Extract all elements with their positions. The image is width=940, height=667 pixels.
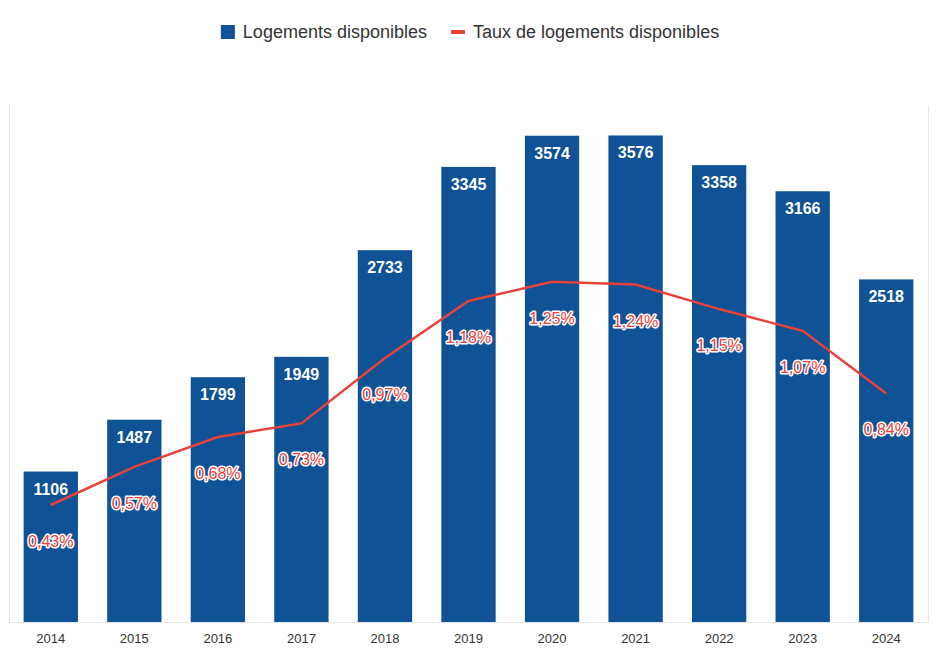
chart-svg: 2014 2015 2016 2017 2018 2019 2020 2021 2022 2023…	[0, 0, 940, 667]
x-tick: 2016	[203, 622, 232, 646]
rate-line	[51, 282, 886, 505]
bar-label: 3166	[785, 200, 821, 217]
legend-swatch	[451, 30, 465, 34]
legend-item: Logements disponibles	[221, 22, 427, 42]
x-tick: 2014	[36, 622, 65, 646]
bar	[441, 167, 495, 622]
chart-container: 2014 2015 2016 2017 2018 2019 2020 2021 2022 2023…	[0, 0, 940, 667]
legend-label: Taux de logements disponibles	[473, 22, 719, 42]
line-label: 0,97%	[362, 386, 407, 403]
bar-label: 1106	[33, 481, 68, 498]
line-label: 1,25%	[529, 310, 574, 327]
bar	[859, 279, 913, 622]
x-tick-label: 2018	[370, 631, 399, 646]
x-tick: 2019	[454, 622, 483, 646]
x-tick: 2018	[370, 622, 399, 646]
x-axis: 2014 2015 2016 2017 2018 2019 2020 2021 2022 2023…	[10, 622, 929, 646]
line-label: 0,84%	[864, 421, 909, 438]
legend-item: Taux de logements disponibles	[451, 22, 719, 42]
bar	[274, 357, 328, 622]
x-tick-label: 2017	[287, 631, 316, 646]
x-tick: 2015	[120, 622, 149, 646]
bar-label: 1487	[117, 429, 153, 446]
data-labels: 1106 1487 1799 1949 2733 3345 3574 3576 3358 3166…	[28, 144, 909, 550]
bar-label: 3345	[451, 176, 487, 193]
x-tick-label: 2015	[120, 631, 149, 646]
bar	[776, 191, 830, 622]
x-tick: 2024	[872, 622, 901, 646]
line-label: 1,15%	[696, 337, 741, 354]
x-tick-label: 2023	[788, 631, 817, 646]
y2-axis-line	[928, 106, 929, 623]
line-label: 1,07%	[780, 359, 825, 376]
x-tick: 2023	[788, 622, 817, 646]
bar	[358, 250, 412, 622]
bar	[107, 420, 161, 622]
x-tick: 2020	[538, 622, 567, 646]
y2-axis	[928, 106, 929, 623]
bar	[525, 136, 579, 622]
line-label: 1,24%	[613, 313, 658, 330]
line-label: 0,68%	[195, 465, 240, 482]
bar-label: 1799	[200, 386, 236, 403]
x-tick-label: 2024	[872, 631, 901, 646]
bar	[692, 165, 746, 622]
legend: Logements disponibles Taux de logements d…	[221, 22, 719, 42]
line-label: 0,43%	[28, 533, 73, 550]
x-tick-label: 2020	[538, 631, 567, 646]
line-label: 0,73%	[279, 451, 324, 468]
x-tick: 2022	[705, 622, 734, 646]
line-label: 0,57%	[112, 495, 157, 512]
plot-area: 2014 2015 2016 2017 2018 2019 2020 2021 2022 2023…	[10, 106, 929, 647]
y-axis-line	[9, 106, 10, 623]
x-tick-label: 2016	[203, 631, 232, 646]
legend-swatch	[221, 25, 235, 39]
x-tick: 2021	[621, 622, 650, 646]
bar-label: 2733	[367, 259, 403, 276]
bar-label: 1949	[284, 366, 320, 383]
legend-label: Logements disponibles	[243, 22, 427, 42]
x-tick-label: 2019	[454, 631, 483, 646]
bar	[191, 377, 245, 622]
marks	[24, 135, 914, 622]
x-tick-label: 2021	[621, 631, 650, 646]
x-tick-label: 2022	[705, 631, 734, 646]
x-axis-line	[10, 622, 929, 623]
bar	[24, 472, 78, 622]
bar-label: 3358	[701, 174, 737, 191]
y-axis	[9, 106, 10, 623]
bar-label: 3574	[534, 145, 570, 162]
bar-label: 3576	[618, 144, 654, 161]
bar-label: 2518	[868, 288, 904, 305]
line-label: 1,18%	[446, 329, 491, 346]
x-tick-label: 2014	[36, 631, 65, 646]
x-tick: 2017	[287, 622, 316, 646]
bar	[608, 135, 662, 622]
